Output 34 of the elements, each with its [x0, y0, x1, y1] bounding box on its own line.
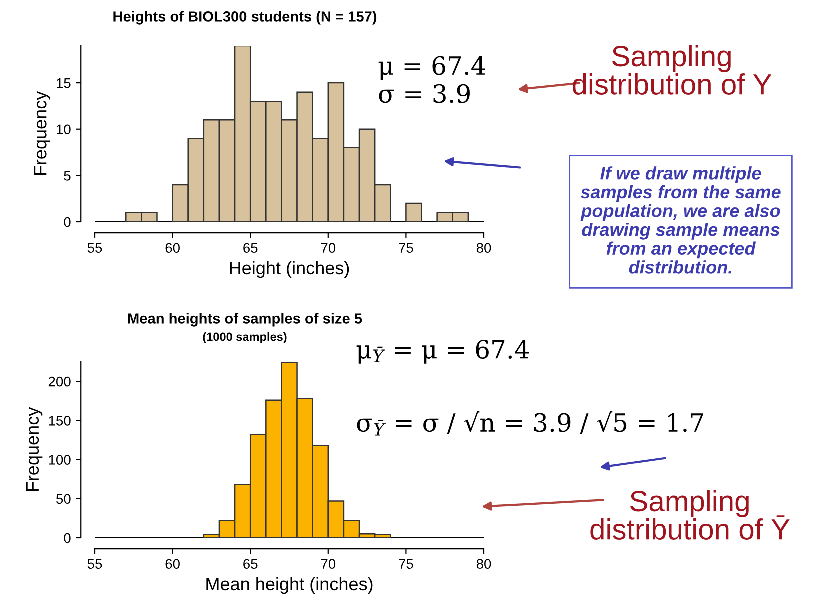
annotation: μ = 67.4 σ = 3.9 — [378, 56, 486, 104]
y-tick-label: 50 — [56, 494, 71, 504]
text: Sampling distribution of Y — [572, 45, 772, 95]
annotation: μ$_{Ȳ}$ = μ = 67.4 — [356, 340, 530, 364]
x-tick-label: 55 — [88, 559, 102, 570]
x-tick-label: 80 — [476, 243, 492, 254]
x-tick-label: 70 — [321, 559, 336, 570]
x-tick-label: 80 — [476, 559, 492, 570]
y-tick-label: 15 — [57, 78, 71, 88]
y-tick-label: 150 — [49, 416, 71, 426]
y-tick-label: 200 — [48, 376, 71, 387]
x-tick-label: 75 — [399, 243, 414, 254]
text: If we draw multiple samples from the same population, we are also drawing sample means from an expected distribution. — [580, 166, 781, 274]
y-tick-label: 10 — [57, 124, 71, 135]
x-axis-title: Height (inches) — [230, 261, 350, 278]
x-tick-label: 75 — [399, 559, 414, 570]
x-tick-label: 60 — [166, 559, 180, 570]
x-tick-label: 70 — [321, 243, 336, 254]
text: Sampling distribution of Ȳ — [590, 490, 790, 540]
chart-subtitle: (1000 samples) — [203, 332, 287, 344]
chart-title: Heights of BIOL300 students (N = 157) — [114, 11, 377, 25]
x-tick-label: 65 — [244, 559, 258, 570]
y-axis-title: Frequency — [26, 407, 43, 492]
y-tick-label: 0 — [64, 217, 71, 228]
x-tick-label: 60 — [166, 243, 180, 254]
chart-title: Mean heights of samples of size 5 — [128, 313, 362, 327]
x-axis-title: Mean height (inches) — [206, 577, 373, 594]
y-tick-label: 0 — [64, 533, 71, 544]
y-tick-label: 100 — [49, 455, 71, 465]
x-tick-label: 65 — [244, 243, 258, 254]
annotation: σ$_{Ȳ}$ = σ / √n = 3.9 / √5 = 1.7 — [357, 412, 704, 436]
x-tick-label: 55 — [88, 243, 102, 254]
y-tick-label: 5 — [64, 171, 71, 181]
y-axis-title: Frequency — [34, 91, 50, 176]
